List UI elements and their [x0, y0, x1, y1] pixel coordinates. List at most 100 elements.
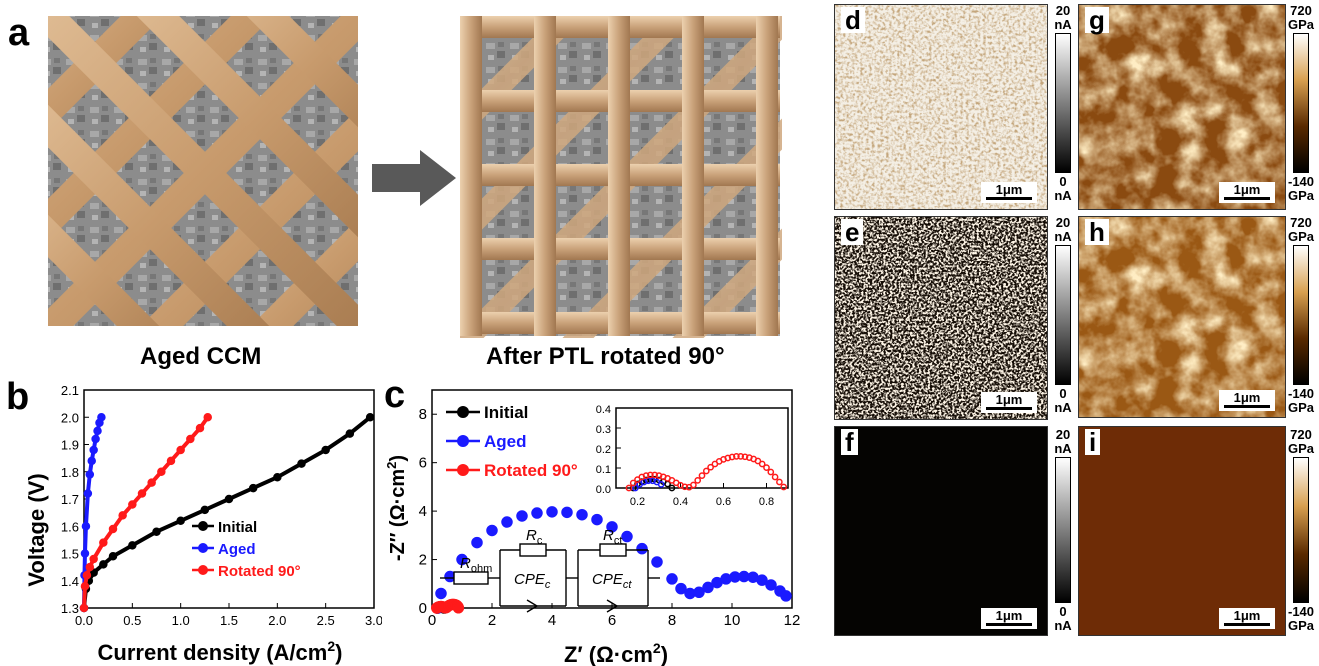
legend-marker: [198, 543, 208, 553]
current-colorbar: 20 nA 0 nA: [1054, 427, 1072, 633]
data-point: [754, 457, 762, 465]
x-tick-label: 2: [488, 612, 496, 629]
data-point: [166, 456, 176, 466]
data-point: [642, 472, 650, 479]
data-point: [698, 472, 706, 479]
y-tick-label: 4: [419, 503, 427, 520]
r-ohm-label: Rohm: [460, 555, 492, 575]
current-colorbar: 20 nA 0 nA: [1054, 3, 1072, 203]
data-point: [546, 506, 558, 518]
data-point: [702, 467, 710, 475]
data-point: [108, 551, 118, 561]
panel-label-b: b: [6, 376, 30, 418]
data-point: [636, 542, 648, 555]
data-point: [99, 538, 108, 547]
data-point: [79, 603, 89, 613]
data-point: [99, 560, 108, 569]
current-map-initial: d 1μm: [834, 4, 1048, 210]
data-point: [248, 483, 258, 493]
scale-bar: 1μm: [981, 607, 1037, 629]
data-point: [297, 459, 306, 468]
data-point: [651, 471, 659, 479]
data-point: [97, 413, 106, 422]
data-point: [763, 464, 770, 471]
x-tick-label: 1.0: [172, 613, 190, 628]
x-tick-label: 12: [784, 612, 801, 629]
data-point: [118, 511, 127, 520]
modulus-map-initial: g 1μm: [1078, 4, 1286, 210]
x-tick-label: 2.0: [268, 613, 286, 628]
data-point: [780, 483, 788, 491]
y-tick-label: 0.1: [596, 464, 611, 476]
data-point: [273, 472, 282, 482]
data-point: [657, 481, 665, 488]
data-point: [606, 521, 618, 533]
aged-ccm-schematic: [40, 8, 370, 338]
data-point: [186, 434, 195, 444]
x-axis-label: Current density (A/cm2): [98, 638, 343, 665]
data-point: [644, 477, 652, 485]
data-point: [591, 513, 603, 526]
data-point: [108, 524, 118, 534]
data-point: [666, 573, 678, 585]
scale-bar: 1μm: [1219, 389, 1275, 411]
aged-ccm-caption: Aged CCM: [140, 343, 262, 370]
y-tick-label: 1.7: [61, 492, 79, 507]
y-tick-label: 1.3: [61, 601, 79, 616]
data-point: [137, 489, 147, 498]
data-point: [737, 453, 745, 460]
x-tick-label: 2.5: [317, 613, 335, 628]
y-tick-label: 8: [419, 406, 427, 423]
r-ct-label: Rct: [603, 527, 622, 547]
data-point: [81, 522, 91, 531]
data-point: [82, 571, 92, 580]
y-tick-label: 0: [419, 600, 427, 617]
x-tick-label: 3.0: [365, 613, 382, 628]
nyquist-plot: 0 2 4 6 8 10 12 0 2 4 6 8 0.2 0.4 0.6 0.8 0.0 0.1 0.2 0.3 0…: [384, 389, 801, 666]
data-point: [176, 516, 185, 526]
data-point: [128, 500, 137, 509]
data-point: [89, 445, 98, 455]
data-point: [771, 473, 779, 481]
panel-label-e: e: [841, 219, 864, 245]
arrow-right-icon: [372, 150, 456, 206]
scale-bar: 1μm: [981, 181, 1037, 203]
data-point: [776, 478, 783, 486]
scale-bar: 1μm: [981, 391, 1037, 413]
data-point: [93, 426, 102, 436]
legend-marker: [198, 521, 208, 531]
data-point: [694, 477, 702, 484]
legend-marker: [198, 565, 208, 575]
legend-label: Initial: [218, 519, 257, 536]
plot-frame: [615, 407, 789, 489]
data-point: [87, 456, 96, 466]
x-axis-label: Z′ (Ω·cm2): [564, 640, 668, 666]
data-point: [733, 453, 740, 460]
y-tick-label: 2: [419, 552, 427, 569]
data-point: [452, 602, 465, 614]
legend-label: Rotated 90°: [218, 563, 301, 580]
current-map-rotated: f 1μm: [834, 426, 1048, 636]
data-point: [321, 445, 330, 455]
data-point: [365, 413, 375, 422]
y-tick-label: 6: [419, 455, 427, 472]
data-point: [152, 527, 161, 536]
panel-label-i: i: [1085, 429, 1101, 455]
legend-label: Initial: [484, 403, 528, 422]
panel-label-g: g: [1085, 7, 1109, 33]
panel-label-a: a: [8, 12, 30, 54]
modulus-colorbar: 720 GPa -140 GPa: [1287, 215, 1315, 415]
panel-label-d: d: [841, 7, 865, 33]
x-tick-label: 6: [608, 612, 616, 629]
data-point: [83, 489, 93, 498]
scale-bar: 1μm: [1219, 181, 1275, 203]
legend-marker: [457, 435, 469, 447]
y-tick-label: 1.5: [61, 547, 79, 562]
data-point: [224, 494, 234, 504]
data-point: [647, 471, 654, 479]
data-point: [668, 484, 676, 492]
panel-label-f: f: [841, 429, 858, 455]
r-c-label: Rc: [526, 527, 543, 547]
data-point: [675, 582, 687, 595]
legend-label: Aged: [484, 432, 527, 451]
